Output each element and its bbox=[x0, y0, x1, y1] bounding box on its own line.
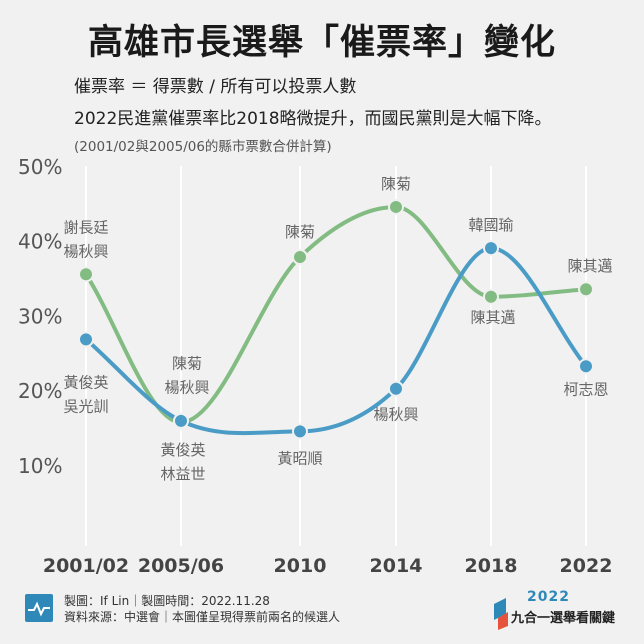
footer-credit: 製圖：If Lin｜製圖時間：2022.11.28 bbox=[64, 594, 270, 608]
y-tick-label: 40% bbox=[18, 230, 62, 254]
summary-text: 2022民進黨催票率比2018略微提升，而國民黨則是大幅下降。 bbox=[74, 109, 552, 129]
data-label: 楊秋興 bbox=[373, 406, 418, 424]
y-tick-label: 30% bbox=[18, 304, 62, 328]
data-point-blue bbox=[173, 412, 189, 429]
series-line-blue bbox=[84, 246, 588, 436]
x-tick-label: 2014 bbox=[370, 555, 423, 577]
data-point-blue bbox=[292, 423, 308, 440]
data-label: 謝長廷 bbox=[63, 218, 108, 236]
x-tick-label: 2001/02 bbox=[43, 555, 129, 577]
y-tick-label: 10% bbox=[18, 454, 62, 478]
brand-name: 九合一選舉看關鍵 bbox=[511, 611, 616, 626]
chart-logo-icon bbox=[25, 594, 53, 622]
y-tick-label: 20% bbox=[18, 379, 62, 403]
data-point-green bbox=[483, 288, 499, 305]
data-label: 柯志恩 bbox=[563, 380, 608, 398]
data-label: 陳其邁 bbox=[567, 257, 612, 275]
page-title: 高雄市長選舉「催票率」變化 bbox=[87, 23, 556, 63]
note-text: (2001/02與2005/06的縣市票數合併計算) bbox=[74, 139, 332, 155]
data-label: 黃俊英 bbox=[63, 373, 108, 391]
data-label: 韓國瑜 bbox=[468, 216, 513, 234]
y-tick-label: 50% bbox=[18, 155, 62, 179]
footer-source: 資料來源：中選會｜本圖僅呈現得票前兩名的候選人 bbox=[64, 610, 341, 624]
x-tick-label: 2005/06 bbox=[138, 555, 224, 577]
data-label: 陳其邁 bbox=[470, 309, 515, 327]
x-tick-label: 2018 bbox=[465, 555, 518, 577]
data-label: 楊秋興 bbox=[63, 242, 108, 260]
data-point-blue bbox=[78, 331, 94, 348]
data-point-green bbox=[578, 281, 594, 298]
data-point-green bbox=[292, 249, 308, 266]
data-point-green bbox=[78, 266, 94, 283]
data-label: 林益世 bbox=[160, 465, 205, 483]
data-point-blue bbox=[388, 380, 404, 397]
data-label: 陳菊 bbox=[381, 175, 411, 193]
data-label: 黃昭順 bbox=[277, 449, 322, 467]
data-label: 吳光訓 bbox=[63, 397, 108, 415]
data-label: 陳菊 bbox=[285, 223, 315, 241]
data-label: 楊秋興 bbox=[164, 378, 209, 396]
data-label: 陳菊 bbox=[172, 354, 202, 372]
x-tick-label: 2010 bbox=[274, 555, 327, 577]
data-point-blue bbox=[578, 358, 594, 375]
data-point-green bbox=[388, 198, 404, 215]
data-label: 黃俊英 bbox=[160, 441, 205, 459]
x-tick-label: 2022 bbox=[560, 555, 613, 577]
data-point-blue bbox=[483, 240, 499, 257]
brand-year: 2022 bbox=[527, 589, 570, 605]
formula-text: 催票率 ＝ 得票數 / 所有可以投票人數 bbox=[74, 77, 357, 97]
election-brand-logo-icon bbox=[494, 598, 508, 630]
